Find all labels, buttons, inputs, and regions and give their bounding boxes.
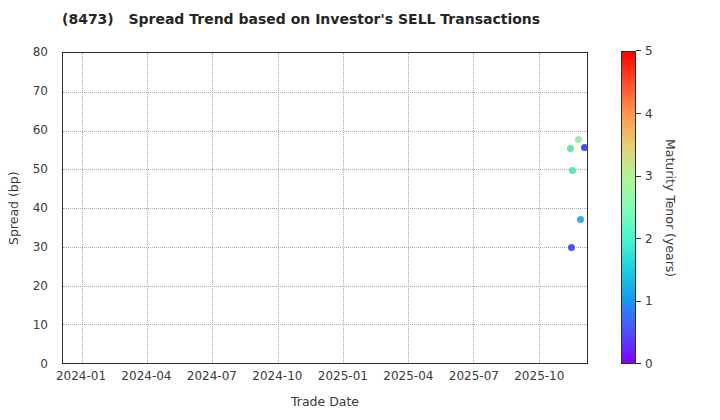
y-tick-label: 0 bbox=[0, 357, 48, 372]
y-tick-label: 40 bbox=[0, 201, 48, 216]
x-tick-label: 2024-01 bbox=[50, 369, 112, 384]
data-point bbox=[575, 136, 582, 143]
colorbar-tick bbox=[636, 363, 641, 364]
colorbar-tick-label: 5 bbox=[645, 44, 653, 59]
colorbar-gradient bbox=[621, 51, 636, 364]
x-axis-labels: 2024-012024-042024-072024-102025-012025-… bbox=[62, 369, 588, 385]
colorbar-title: Maturity Tenor (years) bbox=[660, 52, 678, 364]
y-gridline bbox=[63, 131, 587, 132]
plot-area bbox=[62, 52, 588, 364]
colorbar-tick bbox=[636, 50, 641, 51]
data-point bbox=[569, 167, 576, 174]
y-tick-label: 70 bbox=[0, 84, 48, 99]
colorbar-tick bbox=[636, 176, 641, 177]
y-gridline bbox=[63, 169, 587, 170]
colorbar-tick-label: 4 bbox=[645, 107, 653, 122]
y-tick-label: 20 bbox=[0, 279, 48, 294]
y-tick-label: 60 bbox=[0, 123, 48, 138]
y-gridline bbox=[63, 324, 587, 325]
data-point bbox=[567, 145, 574, 152]
x-tick-label: 2024-07 bbox=[181, 369, 243, 384]
x-axis-title: Trade Date bbox=[62, 394, 588, 409]
y-tick-label: 80 bbox=[0, 45, 48, 60]
x-tick-label: 2025-07 bbox=[443, 369, 505, 384]
colorbar-tick-label: 1 bbox=[645, 294, 653, 309]
figure: (8473) Spread Trend based on Investor's … bbox=[0, 0, 720, 420]
colorbar-tick-label: 2 bbox=[645, 232, 653, 247]
y-axis-labels: 01020304050607080 bbox=[0, 52, 54, 364]
y-gridline bbox=[63, 208, 587, 209]
colorbar-tick bbox=[636, 238, 641, 239]
colorbar-ticks bbox=[636, 51, 642, 364]
x-tick-label: 2025-10 bbox=[508, 369, 570, 384]
y-gridline bbox=[63, 247, 587, 248]
colorbar-tick bbox=[636, 113, 641, 114]
y-tick-label: 10 bbox=[0, 318, 48, 333]
x-tick-label: 2024-04 bbox=[115, 369, 177, 384]
x-tick-label: 2025-01 bbox=[312, 369, 374, 384]
colorbar-tick-label: 0 bbox=[645, 357, 653, 372]
y-tick-label: 50 bbox=[0, 162, 48, 177]
x-tick-label: 2025-04 bbox=[377, 369, 439, 384]
chart-title: (8473) Spread Trend based on Investor's … bbox=[62, 11, 540, 27]
y-tick-label: 30 bbox=[0, 240, 48, 255]
data-point bbox=[568, 244, 575, 251]
data-point bbox=[581, 144, 588, 151]
y-gridline bbox=[63, 286, 587, 287]
y-gridline bbox=[63, 92, 587, 93]
x-tick-label: 2024-10 bbox=[246, 369, 308, 384]
colorbar-tick bbox=[636, 301, 641, 302]
data-point bbox=[577, 216, 584, 223]
colorbar-tick-label: 3 bbox=[645, 169, 653, 184]
